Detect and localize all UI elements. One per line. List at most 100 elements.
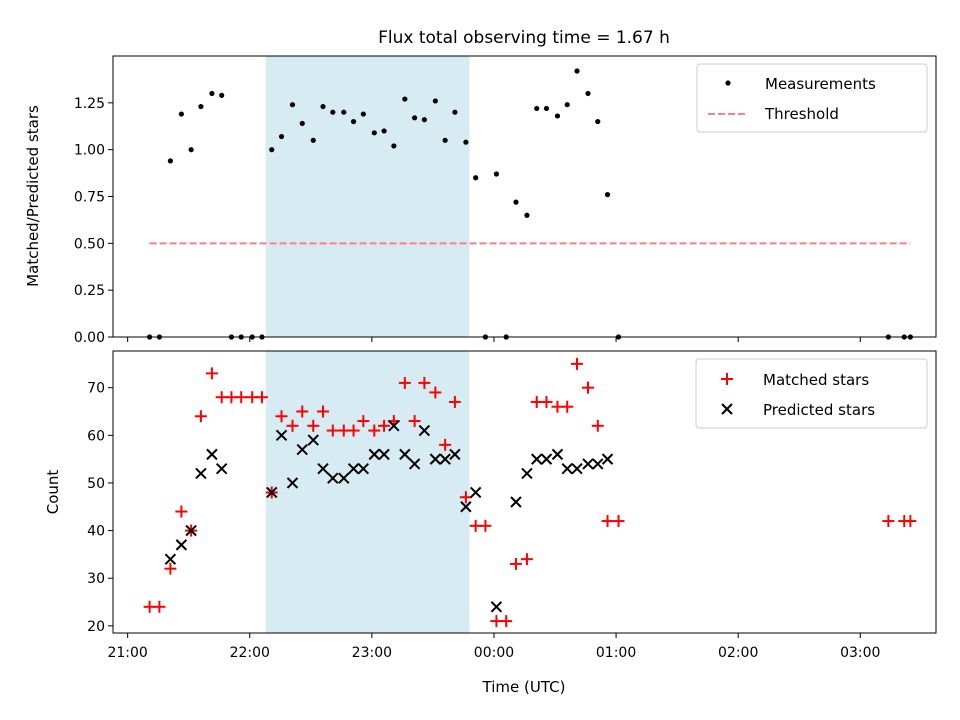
bottom-legend-box xyxy=(695,358,928,429)
measurements-point xyxy=(564,102,570,108)
legend-matched-marker xyxy=(721,373,733,385)
measurements-point xyxy=(360,111,366,117)
predicted-stars-point xyxy=(429,453,442,465)
bottom-ytick-label: 70 xyxy=(87,381,105,397)
measurements-point xyxy=(473,175,479,181)
predicted-stars-point xyxy=(408,458,421,470)
xtick-label: 01:00 xyxy=(596,645,636,661)
top-legend-box xyxy=(696,63,928,133)
measurements-point xyxy=(350,118,357,125)
predicted-stars-point xyxy=(296,443,308,456)
predicted-stars-point xyxy=(357,462,370,475)
measurements-point xyxy=(269,147,275,153)
predicted-stars-point xyxy=(195,467,207,480)
bottom-panel-ylabel: Count xyxy=(44,470,62,515)
predicted-stars-point xyxy=(286,477,299,489)
predicted-stars-point xyxy=(347,462,360,475)
measurements-point xyxy=(534,105,540,112)
predicted-stars-point xyxy=(266,486,278,499)
matched-stars-point xyxy=(418,376,431,389)
measurements-point xyxy=(341,109,347,115)
predicted-stars-point xyxy=(561,462,573,475)
measurements-point xyxy=(402,96,408,102)
matched-stars-point xyxy=(153,600,166,613)
measurements-point xyxy=(604,192,611,198)
matched-stars-point xyxy=(347,424,360,437)
top-ytick-label: 0.75 xyxy=(74,190,105,206)
matched-stars-point xyxy=(255,391,268,404)
matched-stars-point xyxy=(601,515,614,528)
top-ytick-label: 0.50 xyxy=(74,236,105,252)
legend-measurements-label: Measurements xyxy=(765,75,876,93)
legend-matched-label: Matched stars xyxy=(763,371,869,389)
measurements-point xyxy=(513,199,519,205)
measurements-point xyxy=(574,68,580,74)
measurements-point xyxy=(278,133,285,140)
predicted-stars-point xyxy=(338,472,350,484)
predicted-stars-point xyxy=(571,462,583,475)
chart-title: Flux total observing time = 1.67 h xyxy=(378,28,670,48)
measurements-point xyxy=(188,147,194,153)
matched-stars-point xyxy=(326,424,339,437)
predicted-stars-point xyxy=(206,448,218,461)
matched-stars-point xyxy=(357,415,370,428)
measurements-point xyxy=(330,109,336,115)
predicted-stars-point xyxy=(307,434,319,446)
matched-stars-point xyxy=(581,381,594,394)
predicted-stars-point xyxy=(469,486,482,499)
matched-stars-point xyxy=(368,424,381,437)
predicted-stars-point xyxy=(275,429,288,442)
bottom-ytick-label: 40 xyxy=(87,524,105,540)
predicted-stars-point xyxy=(164,553,177,565)
matched-stars-point xyxy=(561,400,574,413)
bottom-panel: 20 30 40 50 60 70 21:00 22:00 23:00 00:00 01:00 02… xyxy=(44,350,937,696)
measurements-point xyxy=(178,111,184,117)
xtick-label: 00:00 xyxy=(474,645,514,661)
measurements-point xyxy=(493,171,500,177)
measurements-point xyxy=(320,103,326,110)
predicted-stars-point xyxy=(378,448,390,461)
predicted-stars-point xyxy=(551,448,564,461)
predicted-stars-point xyxy=(439,453,451,465)
top-panel-shaded-interval xyxy=(265,56,470,337)
measurements-point xyxy=(543,105,550,112)
xtick-label: 22:00 xyxy=(230,645,270,661)
matched-stars-point xyxy=(509,557,522,570)
predicted-stars-point xyxy=(418,424,431,437)
measurements-point xyxy=(299,120,305,127)
measurements-point xyxy=(585,90,591,97)
xtick-label: 21:00 xyxy=(107,645,147,661)
predicted-stars-point xyxy=(521,467,533,480)
measurements-point xyxy=(452,109,458,115)
measurements-point xyxy=(209,90,215,97)
x-axis-label: Time (UTC) xyxy=(482,678,566,696)
matched-stars-point xyxy=(500,615,513,628)
measurements-point xyxy=(289,102,296,108)
measurements-point xyxy=(442,137,448,143)
matched-stars-point xyxy=(479,519,492,532)
matched-stars-point xyxy=(520,553,533,566)
matched-stars-point xyxy=(164,562,177,575)
matched-stars-point xyxy=(591,419,604,432)
measurements-point xyxy=(524,212,530,218)
measurements-point xyxy=(595,118,601,125)
top-legend: Measurements Threshold xyxy=(696,63,928,133)
top-panel-ylabel: Matched/Predicted stars xyxy=(24,105,42,287)
predicted-stars-point xyxy=(592,458,604,470)
matched-stars-point xyxy=(540,395,553,408)
measurements-point xyxy=(463,139,469,145)
predicted-stars-point xyxy=(540,453,553,465)
predicted-stars-point xyxy=(510,496,522,508)
top-ytick-label: 0.25 xyxy=(74,283,105,299)
matched-stars-point xyxy=(882,515,895,528)
measurements-point xyxy=(391,143,397,149)
bottom-legend: Matched stars Predicted stars xyxy=(695,358,928,429)
measurements-point xyxy=(412,115,418,121)
legend-predicted-label: Predicted stars xyxy=(763,401,875,419)
measurements-point xyxy=(371,130,377,136)
predicted-stars-point xyxy=(490,601,503,613)
xtick-label: 03:00 xyxy=(840,645,880,661)
matched-stars-point xyxy=(398,376,411,389)
matched-stars-point xyxy=(307,419,320,432)
